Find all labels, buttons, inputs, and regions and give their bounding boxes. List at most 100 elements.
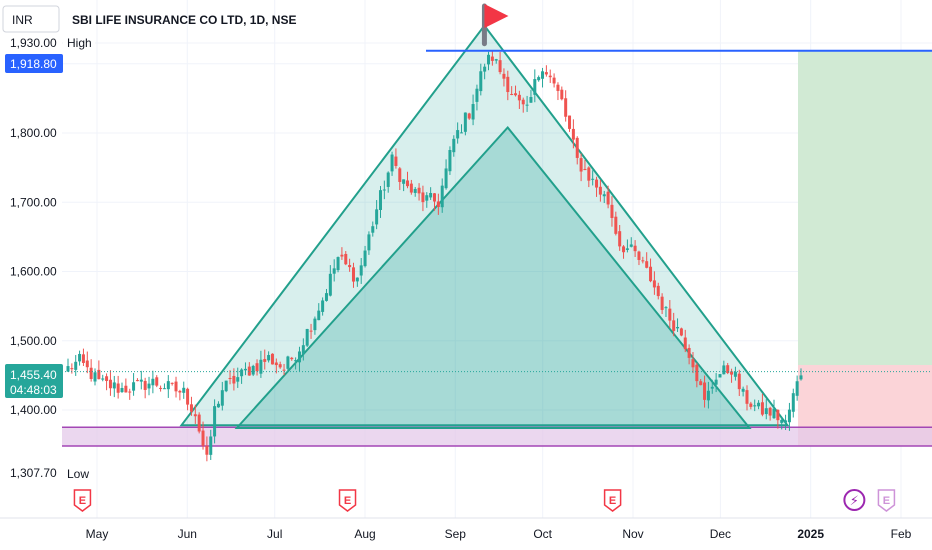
candle-body bbox=[162, 388, 166, 390]
earnings-icon[interactable]: E bbox=[877, 489, 896, 512]
candle-body bbox=[186, 388, 190, 405]
candle-body bbox=[166, 381, 170, 390]
candle-body bbox=[471, 104, 475, 120]
candle-body bbox=[487, 54, 491, 65]
candle-body bbox=[452, 138, 456, 153]
candle-body bbox=[348, 265, 352, 268]
candle-body bbox=[363, 250, 367, 267]
candle-body bbox=[332, 268, 336, 274]
candle-body bbox=[757, 402, 761, 407]
candle-body bbox=[89, 367, 93, 379]
candle-body bbox=[193, 414, 197, 417]
month-label: Feb bbox=[891, 527, 912, 541]
candle-body bbox=[791, 393, 795, 412]
candle-body bbox=[97, 369, 101, 380]
candle-body bbox=[390, 154, 394, 172]
candle-body bbox=[664, 307, 668, 309]
candle-body bbox=[710, 386, 714, 389]
candle-body bbox=[687, 347, 691, 358]
candle-body bbox=[652, 280, 656, 288]
candle-body bbox=[340, 254, 344, 257]
candle-body bbox=[371, 226, 375, 233]
flag-icon[interactable] bbox=[481, 3, 509, 47]
candle-body bbox=[463, 112, 467, 132]
candle-body bbox=[255, 363, 259, 372]
candle-body bbox=[510, 93, 514, 95]
month-label: Jul bbox=[267, 527, 282, 541]
candle-body bbox=[448, 150, 452, 172]
event-label: E bbox=[344, 495, 351, 507]
candle-body bbox=[66, 366, 70, 372]
candle-body bbox=[679, 328, 683, 336]
candle-body bbox=[344, 253, 348, 265]
earnings-icon[interactable]: E bbox=[73, 489, 92, 512]
candle-body bbox=[795, 381, 799, 396]
candle-body bbox=[147, 383, 151, 389]
candle-body bbox=[135, 380, 139, 382]
candle-body bbox=[498, 60, 502, 73]
time-axis[interactable]: May Jun Jul Aug Sep Oct Nov Dec 2025 Feb bbox=[86, 527, 912, 541]
candle-body bbox=[660, 296, 664, 310]
candle-body bbox=[780, 420, 784, 423]
candle-body bbox=[691, 359, 695, 368]
candle-body bbox=[633, 245, 637, 252]
candle-body bbox=[722, 365, 726, 375]
candle-body bbox=[394, 156, 398, 166]
inner-triangle-pattern[interactable] bbox=[234, 125, 752, 429]
candle-body bbox=[784, 420, 788, 423]
candle-body bbox=[745, 390, 749, 404]
price-tick-label: 1,700.00 bbox=[10, 195, 57, 209]
candle-body bbox=[768, 407, 772, 416]
candle-body bbox=[85, 360, 89, 368]
events-row: E E E ⚡ E bbox=[73, 489, 896, 512]
price-tick-label: 1,600.00 bbox=[10, 265, 57, 279]
candle-body bbox=[629, 244, 633, 247]
candle-body bbox=[564, 98, 568, 117]
candle-body bbox=[78, 353, 82, 362]
candle-body bbox=[525, 104, 529, 106]
currency-box[interactable] bbox=[2, 5, 60, 33]
candle-body bbox=[324, 293, 328, 301]
candle-body bbox=[529, 97, 533, 103]
earnings-icon[interactable]: E bbox=[338, 489, 357, 512]
candle-body bbox=[776, 409, 780, 421]
candle-body bbox=[641, 260, 645, 262]
month-label: May bbox=[86, 527, 109, 541]
outer-triangle-pattern[interactable] bbox=[179, 24, 790, 427]
candle-body bbox=[290, 357, 294, 360]
candle-body bbox=[429, 192, 433, 198]
candle-body bbox=[112, 382, 116, 389]
candle-body bbox=[799, 375, 803, 380]
chart-title: SBI LIFE INSURANCE CO LTD, 1D, NSE bbox=[72, 13, 296, 27]
candle-body bbox=[475, 88, 479, 102]
candle-body bbox=[155, 377, 159, 386]
candle-body bbox=[730, 371, 734, 375]
candle-body bbox=[139, 379, 143, 382]
candle-body bbox=[120, 388, 124, 393]
candle-body bbox=[402, 179, 406, 184]
candle-body bbox=[625, 248, 629, 250]
earnings-icon[interactable]: E bbox=[603, 489, 622, 512]
dividend-icon[interactable]: ⚡ bbox=[843, 489, 866, 511]
candle-body bbox=[591, 178, 595, 180]
candle-body bbox=[618, 231, 622, 247]
candle-body bbox=[772, 408, 776, 419]
candle-body bbox=[240, 369, 244, 377]
candle-body bbox=[382, 189, 386, 191]
candle-body bbox=[683, 337, 687, 350]
candle-body bbox=[587, 167, 591, 181]
candle-body bbox=[405, 180, 409, 187]
low-label: Low bbox=[67, 467, 89, 481]
candle-body bbox=[321, 300, 325, 312]
candle-body bbox=[649, 266, 653, 282]
candle-body bbox=[506, 76, 510, 93]
candle-body bbox=[583, 168, 587, 171]
candle-body bbox=[274, 362, 278, 366]
candle-body bbox=[216, 403, 220, 408]
candle-body bbox=[556, 84, 560, 91]
month-label: Nov bbox=[622, 527, 643, 541]
candle-body bbox=[247, 366, 251, 376]
candle-body bbox=[645, 261, 649, 268]
candle-body bbox=[672, 320, 676, 331]
